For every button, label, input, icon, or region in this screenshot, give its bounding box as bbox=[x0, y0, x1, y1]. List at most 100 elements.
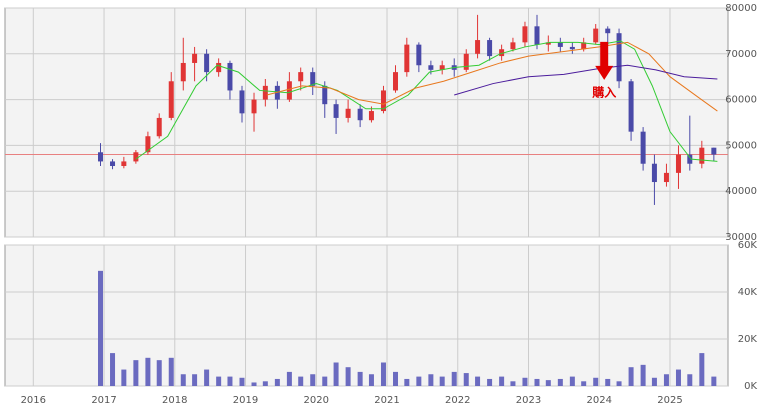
candle-body bbox=[487, 40, 493, 57]
volume-bar bbox=[663, 374, 669, 386]
candle-body bbox=[180, 62, 186, 82]
volume-bar bbox=[239, 377, 245, 386]
volume-bar bbox=[687, 374, 693, 386]
volume-bar bbox=[451, 371, 457, 386]
candle-body bbox=[216, 62, 222, 73]
x-tick-label: 2023 bbox=[516, 395, 541, 406]
volume-bar bbox=[545, 380, 551, 386]
y-tick-label: 80000 bbox=[725, 3, 757, 14]
candle-body bbox=[368, 111, 374, 121]
candle-body bbox=[380, 90, 386, 112]
y-tick-label: 40000 bbox=[725, 186, 757, 197]
volume-bar bbox=[404, 378, 410, 386]
candle-body bbox=[675, 154, 681, 173]
candle-body bbox=[499, 49, 505, 57]
volume-bar bbox=[616, 381, 622, 386]
candle-body bbox=[322, 85, 328, 105]
volume-bar bbox=[345, 367, 351, 386]
volume-bar bbox=[333, 362, 339, 386]
y-tick-label: 60000 bbox=[725, 95, 757, 106]
candle-body bbox=[428, 65, 434, 70]
candle-body bbox=[581, 42, 587, 50]
volume-bar bbox=[156, 360, 162, 386]
volume-bar bbox=[274, 378, 280, 386]
volume-bar bbox=[192, 374, 198, 386]
volume-bar bbox=[581, 381, 587, 386]
candle-body bbox=[145, 136, 151, 153]
candle-body bbox=[393, 72, 399, 91]
volume-bar bbox=[204, 369, 210, 386]
candle-body bbox=[286, 81, 292, 100]
volume-bar bbox=[675, 369, 681, 386]
volume-bar bbox=[557, 378, 563, 386]
candle-body bbox=[310, 72, 316, 86]
y-tick-label: 20K bbox=[738, 334, 758, 345]
y-tick-label: 50000 bbox=[725, 140, 757, 151]
y-tick-label: 70000 bbox=[725, 49, 757, 60]
volume-bar bbox=[463, 373, 469, 386]
volume-bar bbox=[168, 357, 174, 386]
y-tick-label: 40K bbox=[738, 287, 758, 298]
candle-body bbox=[416, 44, 422, 66]
volume-bar bbox=[380, 362, 386, 386]
candle-body bbox=[239, 90, 245, 114]
volume-bar bbox=[368, 374, 374, 386]
candle-body bbox=[616, 33, 622, 82]
x-tick-label: 2021 bbox=[374, 395, 399, 406]
volume-bar bbox=[322, 376, 328, 386]
candle-body bbox=[534, 26, 540, 45]
candle-body bbox=[204, 53, 210, 73]
volume-bar bbox=[393, 371, 399, 386]
volume-bar bbox=[510, 381, 516, 386]
candle-body bbox=[345, 108, 351, 118]
candle-body bbox=[357, 108, 363, 121]
x-tick-label: 2022 bbox=[445, 395, 470, 406]
candle-body bbox=[439, 65, 445, 70]
candle-body bbox=[333, 104, 339, 118]
volume-bar bbox=[487, 378, 493, 386]
volume-bar bbox=[593, 377, 599, 386]
volume-bar bbox=[145, 357, 151, 386]
volume-bar bbox=[357, 371, 363, 386]
volume-bar bbox=[180, 374, 186, 386]
candle-body bbox=[110, 161, 116, 167]
x-tick-label: 2017 bbox=[91, 395, 116, 406]
candle-body bbox=[605, 28, 611, 34]
volume-bar bbox=[428, 374, 434, 386]
x-tick-label: 2016 bbox=[21, 395, 46, 406]
candle-body bbox=[699, 147, 705, 164]
candle-body bbox=[545, 42, 551, 45]
y-tick-label: 30000 bbox=[725, 232, 757, 243]
volume-bar bbox=[110, 353, 116, 386]
volume-bar bbox=[416, 376, 422, 386]
volume-bar bbox=[522, 377, 528, 386]
candle-body bbox=[227, 62, 233, 91]
volume-bar bbox=[121, 369, 127, 386]
x-tick-label: 2025 bbox=[657, 395, 682, 406]
volume-bar bbox=[227, 376, 233, 386]
candle-body bbox=[663, 172, 669, 183]
candle-body bbox=[262, 85, 268, 100]
volume-bar bbox=[534, 378, 540, 386]
candle-body bbox=[711, 147, 717, 155]
x-tick-label: 2019 bbox=[233, 395, 258, 406]
candle-body bbox=[192, 53, 198, 63]
volume-bar bbox=[711, 376, 717, 386]
candle-body bbox=[640, 131, 646, 164]
y-tick-label: 0K bbox=[744, 381, 757, 392]
volume-bar bbox=[216, 376, 222, 386]
volume-bar bbox=[569, 376, 575, 386]
candle-body bbox=[133, 152, 139, 162]
candle-body bbox=[593, 28, 599, 43]
volume-bar bbox=[133, 360, 139, 386]
volume-bar bbox=[251, 382, 257, 386]
candle-body bbox=[522, 26, 528, 43]
volume-bar bbox=[298, 376, 304, 386]
volume-bar bbox=[439, 376, 445, 386]
candle-body bbox=[651, 163, 657, 183]
candle-body bbox=[628, 81, 634, 132]
candle-body bbox=[557, 42, 563, 47]
volume-bar bbox=[499, 376, 505, 386]
candle-body bbox=[510, 42, 516, 50]
